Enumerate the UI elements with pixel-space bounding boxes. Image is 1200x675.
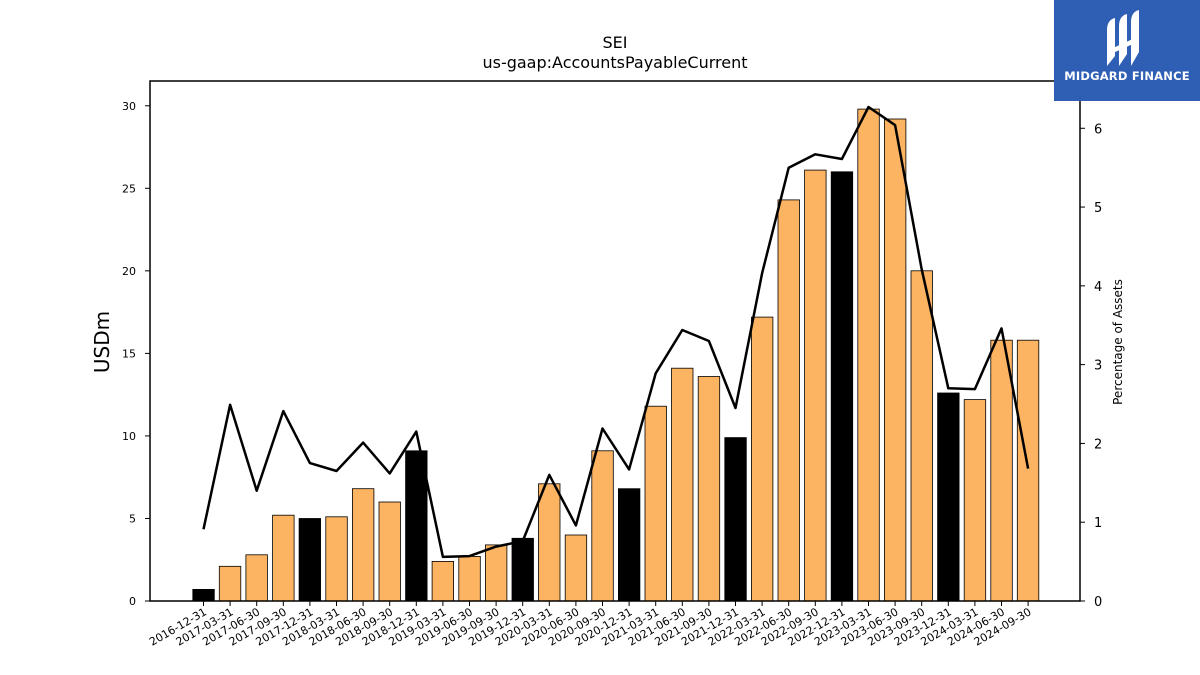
y-right-tick-label: 4 <box>1094 280 1102 295</box>
bar <box>618 488 641 602</box>
chart-subtitle: us-gaap:AccountsPayableCurrent <box>482 53 747 72</box>
y-axis-right-label: Percentage of Assets <box>1111 279 1125 405</box>
bar <box>431 561 455 602</box>
logo-text: MIDGARD FINANCE <box>1064 69 1190 83</box>
y-right-tick-label: 0 <box>1094 595 1102 610</box>
y-right-tick-label: 3 <box>1094 359 1102 374</box>
midgard-logo-icon <box>1107 10 1139 66</box>
bar <box>272 514 295 602</box>
bar <box>804 169 827 602</box>
bar <box>378 501 401 602</box>
bar <box>644 405 667 602</box>
pct-assets-line <box>202 105 1030 559</box>
y-right-tick-label: 1 <box>1094 516 1102 531</box>
y-tick-label: 30 <box>122 100 136 113</box>
y-axis-label: USDm <box>90 311 114 373</box>
bar <box>192 589 215 602</box>
bar <box>751 316 774 602</box>
y-right-tick-label: 5 <box>1094 201 1102 216</box>
y-tick-label: 25 <box>122 182 136 195</box>
bars-group <box>192 108 1040 602</box>
y-right-tick-label: 6 <box>1094 122 1102 137</box>
plot-frame <box>149 80 1081 602</box>
bar <box>697 376 721 602</box>
bar <box>963 399 987 602</box>
bar <box>458 556 481 602</box>
x-axis: 2016-12-312017-03-312017-06-302017-09-30… <box>147 601 1034 649</box>
chart-title: SEI <box>603 33 628 52</box>
left-axis: 0 5 10 15 20 25 30 <box>122 100 150 608</box>
bar <box>564 534 588 602</box>
bar <box>910 270 933 602</box>
bar <box>298 518 322 602</box>
bar <box>671 367 694 602</box>
bar <box>351 488 375 602</box>
bar <box>405 450 428 602</box>
y-tick-label: 5 <box>129 512 136 525</box>
bar <box>538 483 561 602</box>
bar <box>484 544 508 602</box>
bar <box>777 199 800 602</box>
y-tick-label: 10 <box>122 430 136 443</box>
bar <box>937 392 960 602</box>
right-axis: 0 1 2 3 4 5 6 <box>1080 122 1102 610</box>
y-tick-label: 15 <box>122 347 136 360</box>
y-right-tick-label: 2 <box>1094 437 1102 452</box>
bar <box>218 565 242 602</box>
midgard-logo: MIDGARD FINANCE <box>1054 0 1200 101</box>
bar <box>591 450 614 602</box>
bar <box>884 118 907 602</box>
line-group <box>202 105 1030 559</box>
bar <box>990 339 1013 602</box>
bar <box>325 516 348 602</box>
bar <box>1016 339 1040 602</box>
bar <box>857 108 880 602</box>
y-tick-label: 20 <box>122 265 136 278</box>
bar <box>724 437 747 602</box>
bar <box>245 554 268 602</box>
y-tick-label: 0 <box>129 595 136 608</box>
bar <box>830 171 854 602</box>
bar <box>511 537 534 602</box>
